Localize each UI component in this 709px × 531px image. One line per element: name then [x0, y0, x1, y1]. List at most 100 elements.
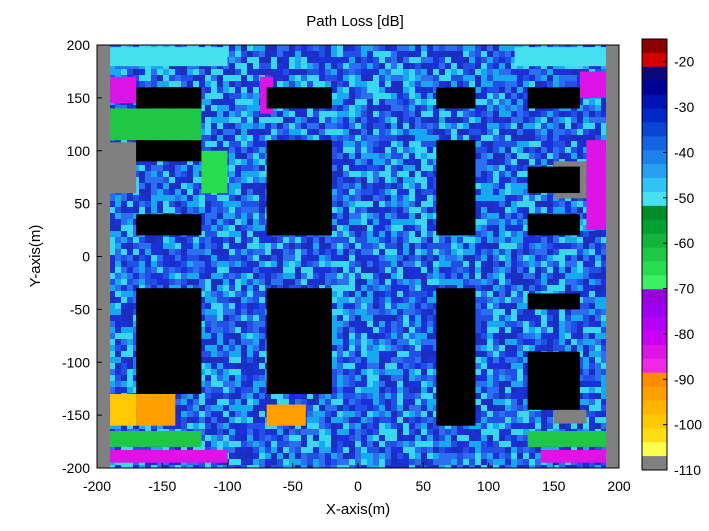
- noise-cell: [271, 51, 277, 57]
- noise-cell: [193, 273, 199, 279]
- noise-cell: [109, 267, 115, 273]
- noise-cell: [211, 87, 217, 93]
- noise-cell: [529, 81, 535, 87]
- noise-cell: [187, 285, 193, 291]
- noise-cell: [205, 381, 211, 387]
- noise-cell: [379, 207, 385, 213]
- noise-cell: [361, 309, 367, 315]
- noise-cell: [133, 225, 139, 231]
- noise-cell: [481, 51, 487, 57]
- noise-cell: [343, 309, 349, 315]
- noise-cell: [241, 225, 247, 231]
- noise-cell: [115, 273, 121, 279]
- noise-cell: [511, 309, 517, 315]
- noise-cell: [529, 321, 535, 327]
- noise-cell: [451, 243, 457, 249]
- noise-cell: [205, 69, 211, 75]
- noise-cell: [373, 57, 379, 63]
- noise-cell: [433, 291, 439, 297]
- noise-cell: [391, 171, 397, 177]
- noise-cell: [571, 327, 577, 333]
- noise-cell: [433, 327, 439, 333]
- noise-cell: [469, 285, 475, 291]
- noise-cell: [121, 249, 127, 255]
- noise-cell: [253, 219, 259, 225]
- noise-cell: [133, 303, 139, 309]
- noise-cell: [433, 99, 439, 105]
- noise-cell: [289, 273, 295, 279]
- noise-cell: [355, 57, 361, 63]
- noise-cell: [331, 309, 337, 315]
- noise-cell: [595, 267, 601, 273]
- noise-cell: [475, 369, 481, 375]
- noise-cell: [259, 129, 265, 135]
- noise-cell: [391, 345, 397, 351]
- noise-cell: [367, 69, 373, 75]
- noise-cell: [217, 105, 223, 111]
- noise-cell: [181, 75, 187, 81]
- noise-cell: [127, 69, 133, 75]
- noise-cell: [385, 237, 391, 243]
- noise-cell: [505, 93, 511, 99]
- noise-cell: [601, 99, 607, 105]
- noise-cell: [361, 123, 367, 129]
- noise-cell: [427, 321, 433, 327]
- noise-cell: [199, 231, 205, 237]
- noise-cell: [457, 279, 463, 285]
- noise-cell: [403, 231, 409, 237]
- noise-cell: [247, 321, 253, 327]
- noise-cell: [391, 123, 397, 129]
- noise-cell: [409, 381, 415, 387]
- noise-cell: [457, 237, 463, 243]
- noise-cell: [511, 123, 517, 129]
- noise-cell: [337, 237, 343, 243]
- noise-cell: [211, 381, 217, 387]
- noise-cell: [535, 159, 541, 165]
- noise-cell: [367, 75, 373, 81]
- noise-cell: [169, 195, 175, 201]
- noise-cell: [385, 87, 391, 93]
- noise-cell: [355, 381, 361, 387]
- noise-cell: [121, 381, 127, 387]
- noise-cell: [331, 153, 337, 159]
- noise-cell: [211, 105, 217, 111]
- noise-cell: [169, 267, 175, 273]
- noise-cell: [241, 135, 247, 141]
- noise-cell: [403, 369, 409, 375]
- noise-cell: [127, 351, 133, 357]
- noise-cell: [565, 75, 571, 81]
- noise-cell: [493, 183, 499, 189]
- noise-cell: [421, 171, 427, 177]
- noise-cell: [379, 183, 385, 189]
- noise-cell: [439, 75, 445, 81]
- noise-cell: [499, 375, 505, 381]
- noise-cell: [355, 339, 361, 345]
- noise-cell: [421, 63, 427, 69]
- noise-cell: [505, 171, 511, 177]
- noise-cell: [403, 297, 409, 303]
- noise-cell: [565, 309, 571, 315]
- noise-cell: [211, 333, 217, 339]
- noise-cell: [295, 285, 301, 291]
- noise-cell: [337, 255, 343, 261]
- noise-cell: [145, 279, 151, 285]
- noise-cell: [517, 345, 523, 351]
- noise-cell: [223, 243, 229, 249]
- noise-cell: [415, 297, 421, 303]
- noise-cell: [289, 237, 295, 243]
- noise-cell: [499, 141, 505, 147]
- noise-cell: [115, 381, 121, 387]
- noise-cell: [577, 291, 583, 297]
- noise-cell: [541, 111, 547, 117]
- noise-cell: [373, 297, 379, 303]
- noise-cell: [445, 135, 451, 141]
- noise-cell: [385, 333, 391, 339]
- noise-cell: [253, 165, 259, 171]
- noise-cell: [589, 303, 595, 309]
- noise-cell: [169, 189, 175, 195]
- noise-cell: [403, 279, 409, 285]
- noise-cell: [235, 261, 241, 267]
- noise-cell: [589, 129, 595, 135]
- noise-cell: [517, 195, 523, 201]
- noise-cell: [163, 261, 169, 267]
